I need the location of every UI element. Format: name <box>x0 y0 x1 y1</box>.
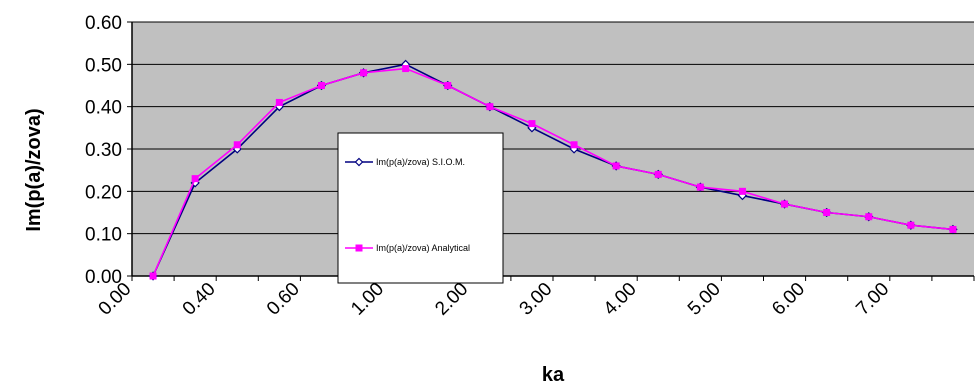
series-analytical <box>149 65 957 280</box>
series-layer <box>148 59 958 281</box>
series-line <box>152 67 954 277</box>
x-tick-label: 4.00 <box>600 279 641 320</box>
data-point <box>191 175 199 183</box>
x-tick-label: 0.60 <box>263 279 304 320</box>
y-tick-label: 0.00 <box>85 267 122 288</box>
data-point <box>402 65 410 73</box>
x-tick-label: 6.00 <box>768 279 809 320</box>
data-point <box>275 98 283 106</box>
x-tick-label: 0.40 <box>179 279 220 320</box>
data-point <box>233 141 241 149</box>
y-tick-label: 0.10 <box>85 225 122 246</box>
data-point <box>738 187 746 195</box>
data-point <box>823 209 831 216</box>
data-point <box>612 162 620 170</box>
data-point <box>444 82 452 89</box>
legend-label-siom: Im(p(a)/zova) S.I.O.M. <box>376 157 465 167</box>
x-axis-tick-labels: 0.00 0.40 0.60 1.00 2.00 3.00 4.00 5.00 6.00 7.00 <box>95 279 894 320</box>
y-tick-label: 0.60 <box>85 13 122 34</box>
data-point <box>696 183 704 191</box>
legend-marker-siom <box>354 157 364 167</box>
y-tick-label: 0.40 <box>85 98 122 119</box>
grid-lines <box>127 21 974 277</box>
data-point <box>781 200 789 208</box>
data-point <box>654 170 662 178</box>
data-point <box>317 82 325 89</box>
data-point <box>907 221 915 229</box>
y-axis-title: Im(p(a)/zova) <box>23 108 45 231</box>
x-tick-label: 2.00 <box>431 279 472 320</box>
x-tick-label: 7.00 <box>852 279 893 320</box>
legend: Im(p(a)/zova) S.I.O.M. Im(p(a)/zova) Ana… <box>337 132 504 284</box>
data-point <box>360 69 368 77</box>
legend-marker-analytical <box>355 244 363 252</box>
legend-box <box>337 132 504 284</box>
y-tick-label: 0.30 <box>85 140 122 161</box>
y-axis-tick-labels: 0.00 0.10 0.20 0.30 0.40 0.50 0.60 <box>85 13 122 288</box>
x-tick-label: 3.00 <box>516 279 557 320</box>
y-tick-label: 0.50 <box>85 55 122 76</box>
y-tick-label: 0.20 <box>85 182 122 203</box>
data-point <box>865 213 873 221</box>
data-point <box>949 225 957 233</box>
legend-label-analytical: Im(p(a)/zova) Analytical <box>376 243 470 253</box>
x-axis-title: ka <box>542 364 565 386</box>
data-point <box>570 141 578 149</box>
data-point <box>486 103 494 111</box>
x-tick-label: 5.00 <box>684 279 725 320</box>
x-tick-label: 1.00 <box>347 279 388 320</box>
data-point <box>149 272 157 280</box>
data-point <box>528 120 536 128</box>
